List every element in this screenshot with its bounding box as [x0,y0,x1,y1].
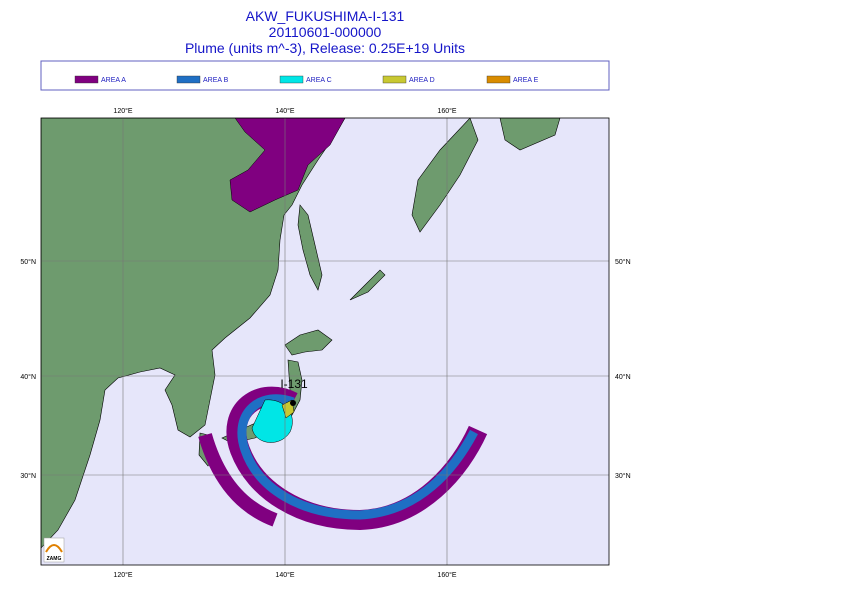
lon-label-top: 140°E [275,107,294,115]
legend-swatch [176,75,201,84]
legend-swatch [486,75,511,84]
coord-labels: 120°E 120°E 140°E 140°E 160°E 160°E 50°N 50°N 40… [20,107,630,579]
legend-swatch [279,75,304,84]
legend-swatch [382,75,407,84]
legend-box [40,60,610,91]
legend-label: AREA A [101,77,126,84]
lat-label-right: 30°N [615,472,631,480]
lat-label-left: 50°N [20,258,36,266]
legend-label: AREA B [203,77,229,84]
logo [43,537,65,563]
legend-label: AREA D [409,77,435,84]
legend-swatch [74,75,99,84]
header: AKW_FUKUSHIMA-I-13120110601-000000Plume … [185,8,465,56]
lat-label-right: 50°N [615,258,631,266]
title-line: AKW_FUKUSHIMA-I-131 [246,8,405,24]
legend-label: AREA C [306,77,332,84]
lon-label-top: 120°E [113,107,132,115]
lon-label-bottom: 140°E [275,571,294,579]
source-label: I-131 [280,377,308,391]
graticule [41,118,609,565]
lat-label-left: 40°N [20,373,36,381]
lon-label-bottom: 160°E [437,571,456,579]
logo-text: ZAMG [47,556,62,562]
source-marker [290,400,296,406]
legend: AREA A AREA B AREA C AREA D AREA E [74,75,539,84]
lat-label-right: 40°N [615,373,631,381]
logo-arc [45,544,63,553]
lon-label-top: 160°E [437,107,456,115]
lon-label-bottom: 120°E [113,571,132,579]
title-line: Plume (units m^-3), Release: 0.25E+19 Un… [185,40,465,56]
title-line: 20110601-000000 [269,24,382,40]
map-area: I-131 ZAMG [41,118,609,565]
legend-label: AREA E [513,77,539,84]
map-frame [40,117,610,566]
lat-label-left: 30°N [20,472,36,480]
